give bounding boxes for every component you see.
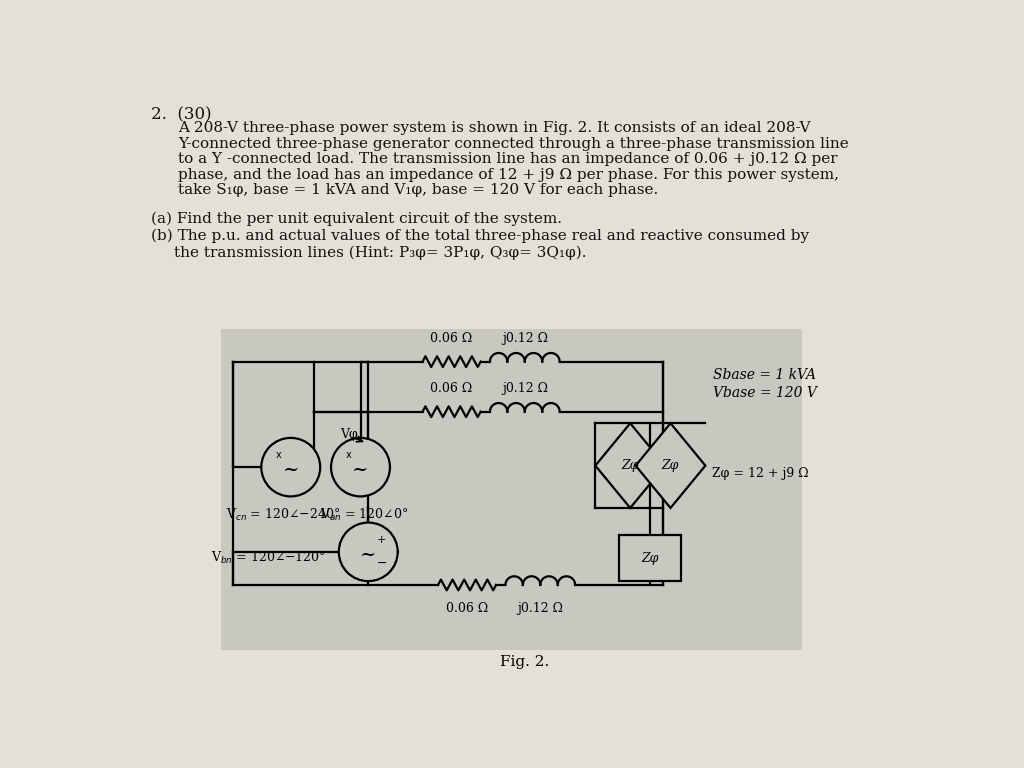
Text: Zφ = 12 + j9 Ω: Zφ = 12 + j9 Ω xyxy=(712,467,808,480)
Text: x: x xyxy=(346,451,351,461)
Text: x: x xyxy=(276,451,282,461)
Text: 0.06 Ω: 0.06 Ω xyxy=(430,382,473,395)
Text: (a) Find the per unit equivalent circuit of the system.: (a) Find the per unit equivalent circuit… xyxy=(152,211,562,226)
Text: j0.12 Ω: j0.12 Ω xyxy=(502,382,548,395)
Text: A 208-V three-phase power system is shown in Fig. 2. It consists of an ideal 208: A 208-V three-phase power system is show… xyxy=(178,121,811,135)
Text: V$_{cn}$ = 120∠−240°: V$_{cn}$ = 120∠−240° xyxy=(226,507,340,523)
Text: Vbase = 120 V: Vbase = 120 V xyxy=(713,386,817,400)
Text: (b) The p.u. and actual values of the total three-phase real and reactive consum: (b) The p.u. and actual values of the to… xyxy=(152,228,809,243)
Bar xyxy=(620,535,681,581)
Text: ~: ~ xyxy=(360,546,377,564)
Text: Y-connected three-phase generator connected through a three-phase transmission l: Y-connected three-phase generator connec… xyxy=(178,137,849,151)
Polygon shape xyxy=(595,423,665,508)
Text: Zφ: Zφ xyxy=(622,459,639,472)
Text: −: − xyxy=(376,557,387,570)
Text: j0.12 Ω: j0.12 Ω xyxy=(517,602,563,615)
Text: ~: ~ xyxy=(352,462,369,479)
Text: V$_{bn}$ = 120∠−120°: V$_{bn}$ = 120∠−120° xyxy=(211,550,326,566)
Circle shape xyxy=(261,438,321,496)
Text: to a Y -connected load. The transmission line has an impedance of 0.06 + j0.12 Ω: to a Y -connected load. The transmission… xyxy=(178,152,838,166)
Polygon shape xyxy=(636,423,706,508)
Text: Sbase = 1 kVA: Sbase = 1 kVA xyxy=(713,368,816,382)
Text: take S₁φ, base = 1 kVA and V₁φ, base = 120 V for each phase.: take S₁φ, base = 1 kVA and V₁φ, base = 1… xyxy=(178,183,658,197)
Bar xyxy=(221,329,802,650)
Text: Zφ: Zφ xyxy=(642,551,659,564)
Text: +: + xyxy=(377,535,386,545)
Text: Fig. 2.: Fig. 2. xyxy=(500,655,550,669)
Text: phase, and the load has an impedance of 12 + j9 Ω per phase. For this power syst: phase, and the load has an impedance of … xyxy=(178,167,840,181)
Text: the transmission lines (Hint: P₃φ= 3P₁φ, Q₃φ= 3Q₁φ).: the transmission lines (Hint: P₃φ= 3P₁φ,… xyxy=(174,246,587,260)
Text: Zφ: Zφ xyxy=(662,459,679,472)
Text: V$_{an}$ = 120∠0°: V$_{an}$ = 120∠0° xyxy=(321,507,409,523)
Text: Vφ: Vφ xyxy=(340,429,357,442)
Circle shape xyxy=(339,522,397,581)
Circle shape xyxy=(331,438,390,496)
Text: 0.06 Ω: 0.06 Ω xyxy=(445,602,488,615)
Text: 0.06 Ω: 0.06 Ω xyxy=(430,332,473,345)
Text: 2.  (30): 2. (30) xyxy=(152,106,212,123)
Text: j0.12 Ω: j0.12 Ω xyxy=(502,332,548,345)
Text: ~: ~ xyxy=(283,462,299,479)
